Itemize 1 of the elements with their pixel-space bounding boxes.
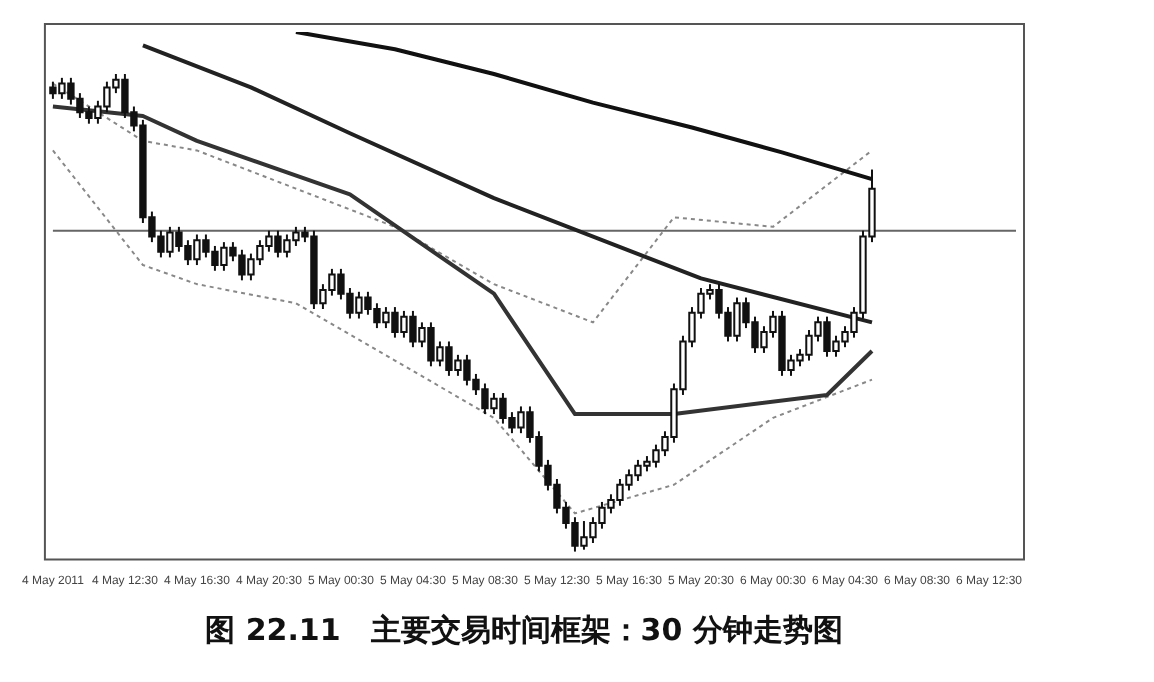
- text: 图 22.11 主要交易时间框架：30 分钟走势图: [205, 611, 843, 648]
